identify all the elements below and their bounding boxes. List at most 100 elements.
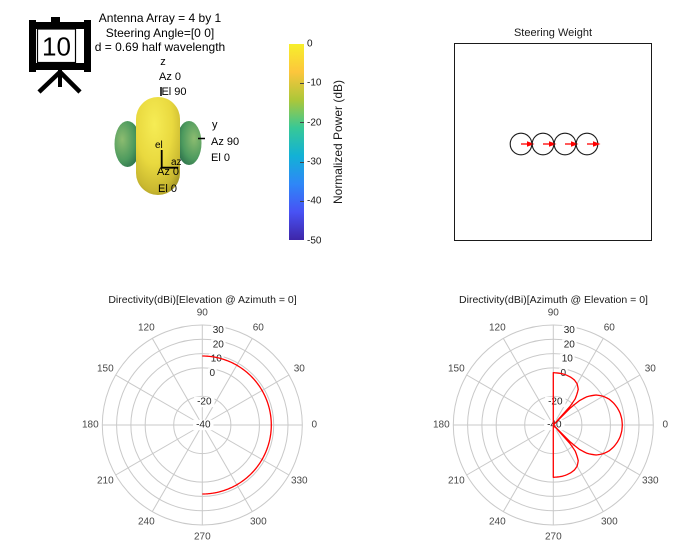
- azimuth-polar-title: Directivity(dBi)[Azimuth @ Elevation = 0…: [459, 294, 648, 306]
- colorbar-tick-5: -50: [307, 235, 322, 247]
- y-axis-label: y: [212, 119, 218, 131]
- polar-radial-label: 0: [210, 368, 216, 379]
- side-lobe-left: [114, 121, 141, 167]
- polar-angle-label: 60: [253, 323, 265, 334]
- colorbar-tickmark: [300, 122, 304, 123]
- z-axis-az-label: Az 0: [158, 71, 182, 83]
- polar-spoke: [553, 374, 641, 426]
- polar-spoke: [115, 374, 203, 426]
- steering-weight-panel: [454, 43, 652, 241]
- polar-angle-label: 300: [250, 516, 267, 527]
- polar-ring: [495, 367, 611, 483]
- azimuth-cut-directivity-curve: [552, 372, 623, 478]
- polar-angle-label: 210: [97, 476, 114, 487]
- icon-left-leg: [37, 70, 62, 94]
- polar-spoke: [552, 338, 604, 426]
- polar-spoke: [201, 424, 253, 512]
- annotation-line-steering: Steering Angle=[0 0]: [105, 25, 215, 40]
- polar-spoke: [201, 338, 253, 426]
- polar-angle-label: 90: [197, 308, 209, 319]
- polar-spoke: [202, 374, 290, 426]
- colorbar: [289, 44, 304, 240]
- x-axis-el-label: El 0: [158, 183, 177, 195]
- polar-ring: [467, 338, 640, 512]
- polar-spoke: [466, 374, 554, 426]
- x-axis-az-label: Az 0: [157, 166, 180, 178]
- slide-number-text: 10: [42, 32, 71, 62]
- elevation-polar-plot: 0 30 60 90 120 150 180 210 240 270 300 330 30 20 10 0 -2…: [82, 308, 318, 543]
- polar-rlabel-bg: [211, 325, 226, 336]
- polar-angle-label: 150: [97, 364, 114, 375]
- polar-rlabel-bg: [562, 339, 577, 350]
- polar-radial-label: 30: [213, 325, 225, 336]
- polar-spoke: [202, 424, 290, 476]
- polar-spoke: [502, 424, 554, 512]
- polar-ring: [481, 353, 626, 497]
- colorbar-tick-4: -40: [307, 195, 322, 207]
- icon-bottom-bar: [29, 63, 91, 70]
- polar-angle-label: 150: [448, 364, 465, 375]
- polar-ring: [144, 367, 260, 483]
- y-axis-el-label: El 0: [211, 152, 230, 164]
- polar-angle-label: 120: [138, 323, 155, 334]
- polar-spoke: [466, 424, 554, 476]
- colorbar-tick-3: -30: [307, 156, 322, 168]
- polar-radial-label: 10: [211, 354, 223, 365]
- slide-counter-icon: 10: [29, 17, 91, 94]
- polar-angle-label: 270: [194, 532, 211, 543]
- polar-rlabel-bg: [193, 419, 214, 431]
- polar-radial-label: -40: [196, 420, 211, 431]
- polar-spoke: [553, 424, 641, 476]
- annotation-line-array: Antenna Array = 4 by 1: [98, 11, 222, 25]
- icon-top-nub: [51, 17, 60, 23]
- polar-spoke: [151, 424, 203, 512]
- polar-rlabel-bg: [560, 353, 575, 365]
- icon-left-bar: [29, 20, 36, 72]
- polar-angle-label: 180: [82, 420, 99, 431]
- colorbar-axis-label: Normalized Power (dB): [331, 79, 345, 205]
- polar-rlabel-bg: [211, 339, 226, 350]
- phase-arrow-head: [571, 141, 579, 147]
- icon-number-frame: [36, 28, 77, 64]
- annotation-line-spacing: d = 0.69 half wavelength: [94, 40, 226, 54]
- polar-spoke: [552, 424, 604, 512]
- icon-right-bar: [84, 20, 91, 72]
- array-config-annotation: Antenna Array = 4 by 1 Steering Angle=[0…: [60, 11, 260, 55]
- z-axis-el-label: El 90: [161, 86, 187, 98]
- polar-angle-label: 330: [642, 476, 659, 487]
- polar-radial-label: 30: [564, 325, 576, 336]
- polar-spoke: [502, 338, 554, 426]
- polar-angle-label: 240: [489, 516, 506, 527]
- phase-arrow-head: [593, 141, 601, 147]
- polar-rlabel-bg: [194, 396, 215, 408]
- steering-weight-plot: [509, 132, 601, 156]
- polar-radial-label: 0: [561, 368, 567, 379]
- polar-angle-label: 300: [601, 516, 618, 527]
- polar-angle-label: 60: [604, 323, 616, 334]
- el-axis-label: el: [155, 140, 163, 151]
- side-lobe-right: [176, 121, 202, 165]
- polar-radial-label: -40: [547, 420, 562, 431]
- polar-spoke: [115, 424, 203, 476]
- icon-top-bar: [29, 22, 91, 29]
- polar-ring: [101, 324, 303, 526]
- phase-arrow-head: [549, 141, 557, 147]
- polar-angle-label: 0: [663, 420, 669, 431]
- polar-radial-label: -20: [548, 396, 563, 407]
- phase-arrow-head: [527, 141, 535, 147]
- pattern-3d-plot: [114, 87, 205, 195]
- polar-angle-label: 0: [312, 420, 318, 431]
- colorbar-tickmark: [300, 162, 304, 163]
- polar-angle-label: 270: [545, 532, 562, 543]
- polar-radial-label: 20: [213, 339, 225, 350]
- az-axis-label: az: [171, 157, 182, 168]
- elevation-polar-title: Directivity(dBi)[Elevation @ Azimuth = 0…: [108, 294, 297, 306]
- polar-angle-label: 120: [489, 323, 506, 334]
- polar-angle-label: 90: [548, 308, 560, 319]
- polar-angle-label: 180: [433, 420, 450, 431]
- polar-ring: [173, 395, 232, 455]
- polar-ring: [452, 324, 654, 526]
- colorbar-tickmark: [300, 201, 304, 202]
- polar-radial-label: 10: [562, 354, 574, 365]
